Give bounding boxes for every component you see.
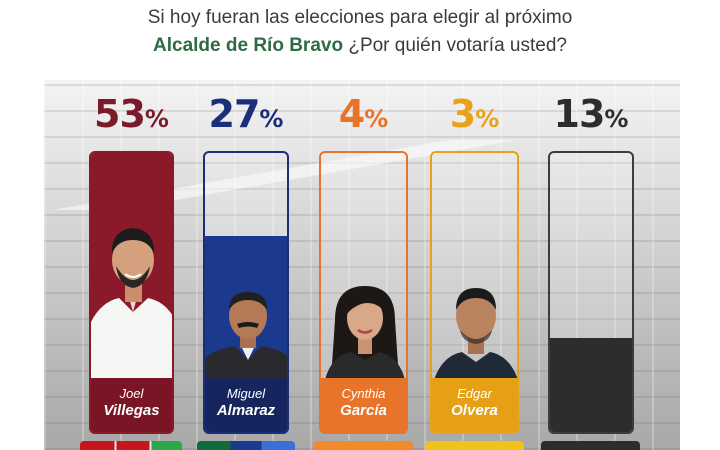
last-name-villegas: Villegas (103, 402, 160, 419)
bar-villegas: Joel Villegas (89, 151, 174, 434)
value-undecided: 13 (553, 92, 606, 136)
logo-undecided (541, 441, 640, 450)
candidate-photo-garcia (325, 286, 405, 380)
office-highlight: Alcalde de Río Bravo (153, 35, 344, 56)
bar-undecided (548, 151, 634, 434)
poll-question-line-1: Si hoy fueran las elecciones para elegir… (147, 7, 573, 28)
name-box-almaraz: Miguel Almaraz (205, 378, 287, 432)
bar-garcia: Cynthia García (319, 151, 408, 434)
name-box-garcia: Cynthia García (321, 378, 406, 432)
name-box-villegas: Joel Villegas (91, 378, 172, 432)
candidate-photo-olvera (434, 288, 517, 380)
value-label-undecided: 13% (548, 92, 634, 138)
bar-olvera: Edgar Olvera (430, 151, 519, 434)
party-logos-almaraz (197, 441, 295, 450)
bar-fill-undecided (550, 338, 632, 432)
last-name-olvera: Olvera (451, 402, 498, 419)
party-logos-villegas (80, 441, 182, 450)
unit-almaraz: % (259, 105, 284, 133)
unit-garcia: % (364, 105, 389, 133)
first-name-garcia: Cynthia (341, 386, 386, 401)
value-label-olvera: 3% (430, 92, 519, 138)
unit-olvera: % (475, 105, 500, 133)
poll-question: Si hoy fueran las elecciones para elegir… (0, 4, 720, 60)
candidate-photo-almaraz (205, 292, 287, 380)
first-name-villegas: Joel (119, 386, 144, 401)
bar-almaraz: Miguel Almaraz (203, 151, 289, 434)
value-label-almaraz: 27% (203, 92, 289, 138)
party-logo-garcia (314, 441, 413, 450)
poll-question-line-2: Alcalde de Río Bravo ¿Por quién votaría … (0, 32, 720, 60)
value-olvera: 3 (449, 92, 476, 136)
value-label-garcia: 4% (319, 92, 408, 138)
value-almaraz: 27 (208, 92, 261, 136)
value-label-villegas: 53% (89, 92, 174, 138)
last-name-garcia: García (340, 402, 387, 419)
first-name-olvera: Edgar (457, 386, 492, 401)
name-box-olvera: Edgar Olvera (432, 378, 517, 432)
unit-undecided: % (604, 105, 629, 133)
value-villegas: 53 (94, 92, 146, 136)
party-logo-olvera (425, 441, 524, 450)
question-text: ¿Por quién votaría usted? (343, 35, 567, 56)
candidate-photo-villegas (91, 228, 172, 380)
last-name-almaraz: Almaraz (216, 402, 276, 419)
unit-villegas: % (144, 105, 169, 133)
value-garcia: 4 (338, 92, 365, 136)
first-name-almaraz: Miguel (226, 386, 266, 401)
